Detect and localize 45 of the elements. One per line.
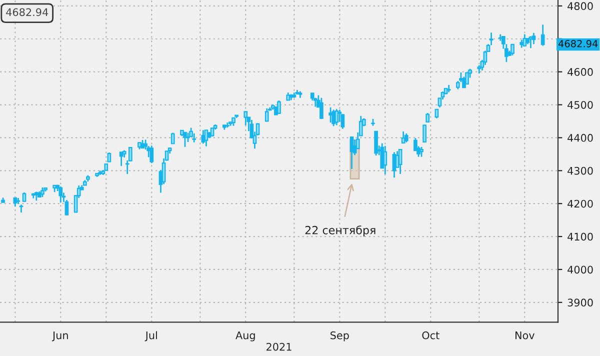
y-tick-label: 4200 <box>568 200 593 208</box>
candlestick <box>277 100 281 115</box>
candlestick <box>358 115 363 136</box>
candlestick <box>489 32 494 46</box>
x-tick-label: Sep <box>330 331 349 342</box>
candlestick <box>374 130 378 156</box>
candlestick <box>264 108 269 122</box>
candlestick <box>150 144 154 164</box>
candlestick <box>465 72 469 85</box>
candlestick <box>510 43 514 56</box>
candlestick <box>398 148 402 175</box>
candlestick <box>434 108 439 119</box>
annotation: 4682.94 <box>6 8 48 16</box>
candlestick <box>540 24 545 46</box>
y-tick-label: 4800 <box>568 2 593 10</box>
candlestick <box>192 132 196 144</box>
annotation: 22 сентября <box>305 226 376 236</box>
candlestick <box>40 186 44 198</box>
candlestick <box>532 32 536 45</box>
annotation: 4682.94 <box>558 40 598 48</box>
candlestick <box>528 36 533 49</box>
x-tick-label: Nov <box>515 332 534 340</box>
candlestick <box>334 108 339 126</box>
x-tick-label: Jun <box>52 332 68 342</box>
x-tick-label: Jul <box>144 331 157 342</box>
candlestick <box>383 145 388 175</box>
y-tick-label: 4600 <box>568 68 593 76</box>
candlestick <box>420 146 424 158</box>
y-tick-label: 4500 <box>568 100 593 109</box>
candlestick <box>58 186 63 204</box>
candlestick <box>340 114 345 130</box>
y-tick-label: 4100 <box>568 232 593 241</box>
candlestick <box>422 124 426 143</box>
y-tick-label: 3900 <box>568 298 593 307</box>
candlestick <box>401 130 406 144</box>
y-tick-label: 4400 <box>568 134 593 142</box>
candlestick <box>183 132 187 148</box>
x-axis-title: 2021 <box>266 342 292 351</box>
x-tick-label: Oct <box>422 331 440 340</box>
candlestick <box>320 97 324 120</box>
y-tick-label: 4300 <box>568 166 593 175</box>
y-tick-label: 4000 <box>568 266 593 274</box>
candlestick <box>186 132 190 143</box>
x-tick-label: Aug <box>236 332 255 342</box>
candlestick <box>522 34 527 46</box>
